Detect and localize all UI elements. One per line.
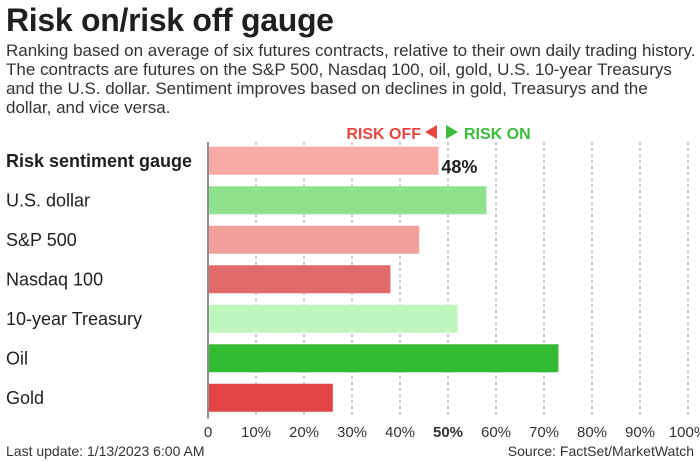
x-tick-label: 50% [433, 424, 463, 441]
x-tick-label: 80% [577, 424, 607, 441]
risk-off-arrow-icon [425, 125, 437, 139]
bar [209, 344, 559, 373]
category-label: U.S. dollar [6, 190, 90, 210]
category-label: Oil [6, 348, 28, 368]
bar [209, 304, 458, 333]
risk-legend: RISK OFF RISK ON [346, 125, 531, 143]
chart-subtitle: Ranking based on average of six futures … [6, 41, 696, 117]
x-tick-label: 20% [289, 424, 319, 441]
last-update: Last update: 1/13/2023 6:00 AM [6, 443, 205, 459]
bar [209, 186, 487, 215]
category-label: S&P 500 [6, 230, 77, 250]
risk-off-label: RISK OFF [346, 126, 421, 143]
category-label: Risk sentiment gauge [6, 151, 192, 171]
x-axis-ticks: 0 10% 20% 30% 40% 50% 60% 70% 80% 90% 100% [204, 424, 700, 441]
x-tick-label: 100% [669, 424, 700, 441]
category-label: Gold [6, 388, 44, 408]
bars [209, 146, 559, 412]
x-tick-label: 70% [529, 424, 559, 441]
x-tick-label: 60% [481, 424, 511, 441]
category-label: 10-year Treasury [6, 309, 142, 329]
risk-on-arrow-icon [446, 125, 458, 139]
x-tick-label: 10% [241, 424, 271, 441]
bar [209, 383, 333, 412]
grid-lines [207, 142, 689, 419]
category-labels: Risk sentiment gauge 48% U.S. dollar S&P 50… [6, 151, 477, 408]
x-tick-label: 90% [625, 424, 655, 441]
bar [209, 225, 420, 254]
x-tick-label: 40% [385, 424, 415, 441]
category-label: Nasdaq 100 [6, 269, 103, 289]
chart-title: Risk on/risk off gauge [6, 2, 334, 38]
x-tick-label: 0 [204, 424, 212, 441]
bar [209, 146, 439, 175]
data-label: 48% [441, 157, 477, 177]
bar [209, 265, 391, 294]
risk-on-label: RISK ON [464, 126, 531, 143]
source-credit: Source: FactSet/MarketWatch [507, 443, 694, 459]
x-tick-label: 30% [337, 424, 367, 441]
